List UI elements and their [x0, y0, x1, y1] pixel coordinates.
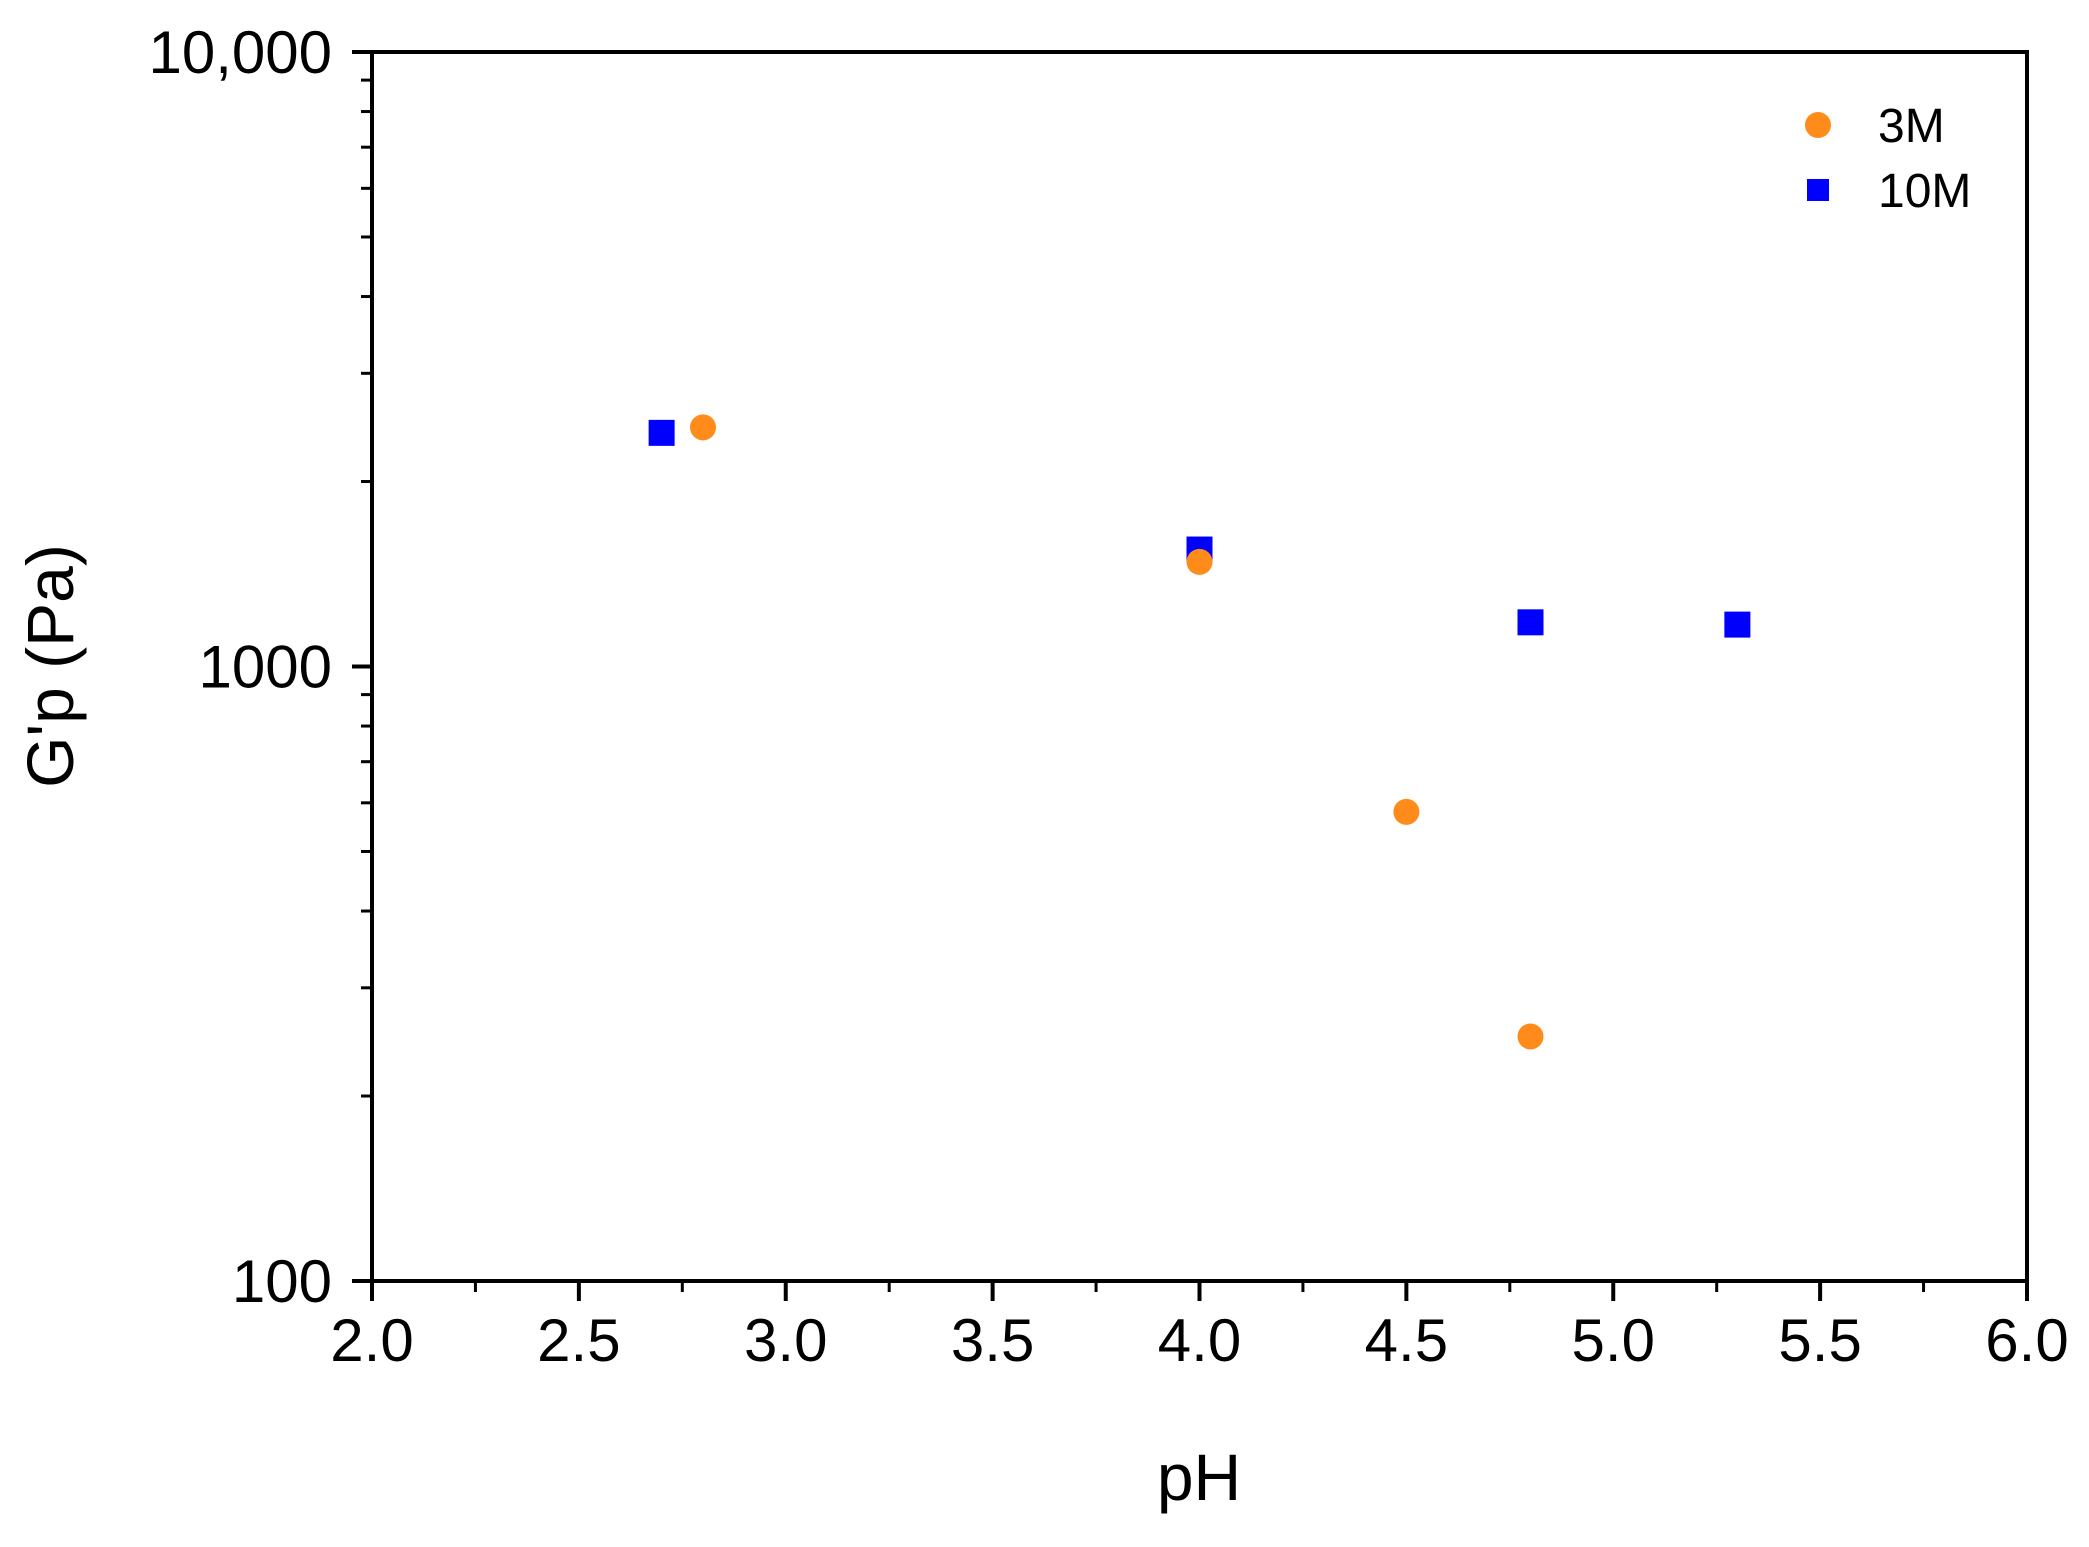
- y-tick-label: 100: [232, 1248, 332, 1315]
- y-axis-title: G'p (Pa): [13, 544, 87, 788]
- x-tick-label: 4.5: [1365, 1307, 1448, 1374]
- point-3M: [690, 414, 716, 441]
- y-tick-label: 10,000: [148, 19, 332, 86]
- x-tick-label: 3.0: [744, 1307, 827, 1374]
- x-tick-label: 3.5: [951, 1307, 1034, 1374]
- data-points: [648, 414, 1751, 1050]
- x-tick-label: 2.0: [330, 1307, 413, 1374]
- plot-frame: [370, 50, 2029, 1283]
- point-3M: [1517, 1023, 1544, 1050]
- x-tick-label: 6.0: [1985, 1307, 2068, 1374]
- x-tick-label: 4.0: [1158, 1307, 1241, 1374]
- legend-label-10M: 10M: [1878, 165, 1971, 218]
- y-tick-label: 1000: [199, 634, 332, 701]
- x-tick-label: 5.5: [1778, 1307, 1861, 1374]
- point-3M: [1393, 798, 1420, 825]
- legend-marker-10M: [1807, 179, 1829, 201]
- x-axis-title: pH: [1157, 1440, 1241, 1514]
- x-axis-ticks: 2.0 2.5 3.0 3.5 4.0 4.5 5.0 5.5 6.0: [330, 1281, 2069, 1374]
- legend-label-3M: 3M: [1878, 100, 1945, 153]
- point-10M: [1724, 611, 1751, 638]
- point-10M: [648, 419, 675, 446]
- point-3M: [1186, 548, 1213, 575]
- x-tick-label: 2.5: [537, 1307, 620, 1374]
- legend-marker-3M: [1805, 112, 1831, 138]
- y-axis-ticks: 100 1000 10,000: [148, 19, 372, 1315]
- point-10M: [1517, 609, 1544, 636]
- x-tick-label: 5.0: [1572, 1307, 1655, 1374]
